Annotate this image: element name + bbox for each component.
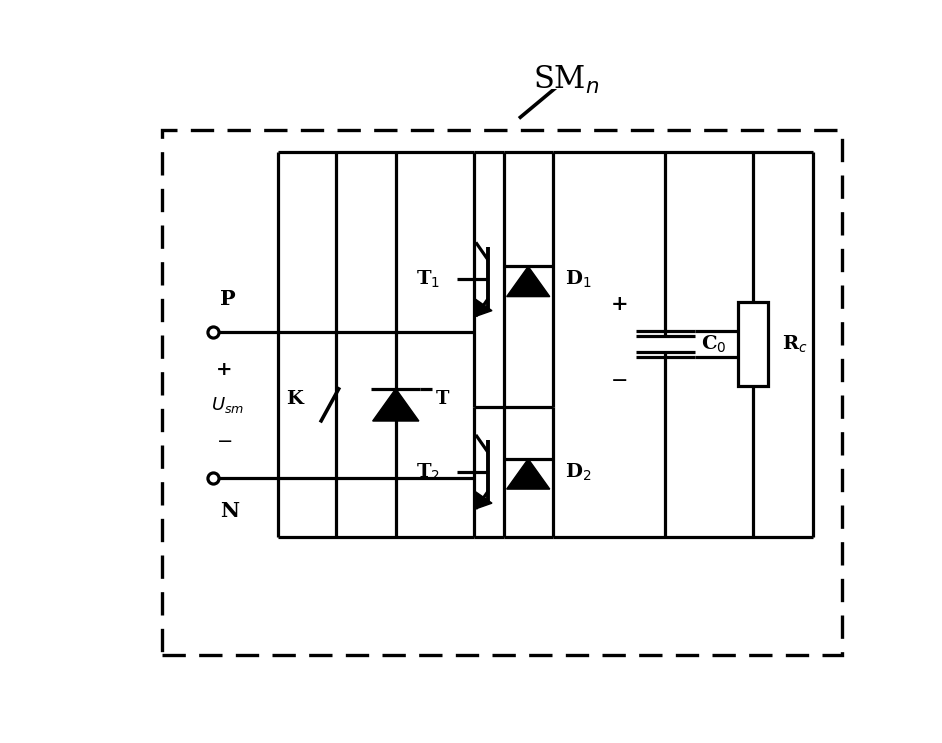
Polygon shape [507, 267, 550, 296]
Text: D$_1$: D$_1$ [565, 269, 592, 290]
Text: T$_1$: T$_1$ [416, 269, 440, 290]
Text: $-$: $-$ [610, 369, 627, 389]
Text: +: + [610, 294, 628, 314]
Text: $-$: $-$ [216, 430, 232, 449]
Polygon shape [507, 459, 550, 489]
Text: +: + [216, 361, 232, 379]
Text: T$_2$: T$_2$ [416, 461, 440, 482]
Text: T: T [436, 389, 449, 408]
Polygon shape [373, 389, 419, 421]
Text: P: P [220, 288, 236, 308]
Bar [739, 302, 768, 386]
Text: C$_0$: C$_0$ [701, 334, 726, 354]
Text: R$_c$: R$_c$ [782, 334, 807, 354]
Polygon shape [476, 299, 492, 317]
Text: N: N [220, 501, 239, 521]
Polygon shape [476, 492, 492, 509]
Text: D$_2$: D$_2$ [565, 461, 592, 482]
Text: K: K [286, 389, 303, 408]
Text: $U_{sm}$: $U_{sm}$ [211, 395, 244, 415]
Text: SM$_n$: SM$_n$ [533, 64, 600, 96]
